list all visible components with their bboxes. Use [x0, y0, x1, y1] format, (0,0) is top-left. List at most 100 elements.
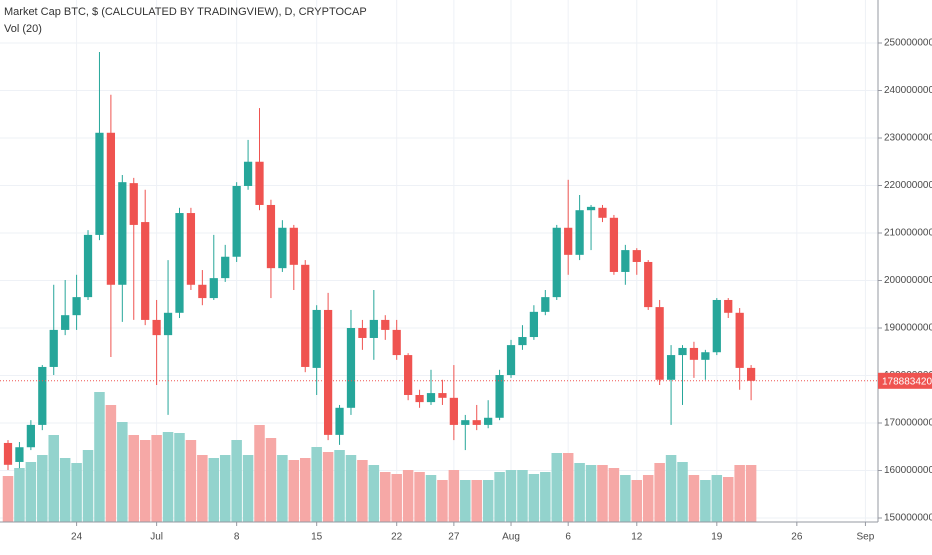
candle-body [495, 375, 504, 418]
volume-bar [688, 475, 700, 522]
volume-bar [665, 455, 677, 522]
candle-body [358, 328, 367, 338]
volume-bar [254, 425, 265, 522]
candle-body [141, 222, 150, 320]
volume-bar [540, 472, 551, 522]
volume-bar [460, 480, 471, 522]
candle-body [632, 250, 641, 262]
volume-bar [711, 475, 723, 522]
candle-body [61, 315, 70, 330]
candle-body [301, 264, 310, 367]
volume-bar [71, 463, 82, 522]
volume-bar [608, 468, 620, 522]
last-price-label: 178883420728 [882, 376, 932, 387]
volume-bar [574, 463, 585, 522]
volume-bar [357, 460, 368, 522]
y-tick-label: 190000000000 [884, 323, 932, 334]
volume-bar [391, 474, 402, 522]
volume-bar [174, 433, 185, 522]
candle-body [129, 183, 138, 225]
volume-bar [551, 453, 563, 522]
candle-body [666, 355, 676, 380]
x-tick-label: 26 [791, 532, 803, 543]
volume-bar [277, 455, 288, 522]
candle-body [575, 210, 584, 255]
volume-bar [654, 463, 665, 522]
x-tick-label: Aug [502, 532, 520, 543]
volume-bar [162, 432, 174, 522]
x-tick-label: 27 [448, 532, 460, 543]
y-tick-label: 160000000000 [884, 465, 932, 476]
y-tick-label: 230000000000 [884, 133, 932, 144]
volume-bar [25, 462, 37, 522]
candle-body [426, 393, 436, 403]
candle-body [415, 394, 424, 403]
candle-body [186, 213, 196, 285]
volume-bar [437, 480, 448, 522]
y-tick-label: 200000000000 [884, 275, 932, 286]
volume-bar [185, 440, 197, 522]
x-tick-label: 15 [311, 532, 323, 543]
volume-bar [448, 470, 460, 522]
candle-body [392, 329, 401, 356]
volume-bar [139, 440, 151, 522]
candle-body [255, 161, 264, 205]
candle-body [3, 442, 13, 465]
volume-bar [14, 468, 25, 522]
candle-body [598, 207, 607, 218]
volume-bar [128, 435, 140, 522]
candle-body [678, 347, 687, 356]
volume-bar [299, 458, 311, 522]
volume-bar [105, 405, 117, 522]
candle-body [735, 312, 744, 368]
candle-body [381, 319, 390, 330]
candle-body [198, 284, 207, 299]
candle-body [232, 185, 241, 257]
indicator-label: Vol (20) [4, 23, 42, 35]
volume-bar [471, 480, 482, 522]
x-tick-label: Sep [857, 532, 875, 543]
volume-bar [117, 422, 128, 522]
candle-body [118, 182, 127, 285]
volume-bar [94, 392, 105, 522]
candle-body [724, 299, 733, 313]
candle-body [266, 204, 276, 269]
candle-body [221, 256, 230, 279]
candle-body [506, 345, 516, 376]
candle-body [746, 367, 756, 381]
candle-body [163, 312, 173, 336]
volume-bar [151, 435, 162, 522]
y-tick-label: 240000000000 [884, 85, 932, 96]
x-tick-label: 22 [391, 532, 403, 543]
candle-body [346, 328, 356, 408]
volume-bar [219, 455, 231, 522]
candle-body [689, 347, 699, 360]
candle-body [83, 234, 93, 298]
price-pane [0, 52, 878, 471]
candle-body [38, 366, 47, 425]
candle-body [404, 355, 413, 395]
candle-body [484, 417, 493, 425]
candle-body [175, 213, 184, 313]
candle-body [518, 337, 527, 346]
volume-bar [402, 470, 414, 522]
volume-bar [722, 477, 734, 522]
candle-body [278, 227, 287, 269]
candle-body [701, 352, 710, 360]
axes: 1500000000001600000000001700000000001800… [71, 38, 932, 543]
candle-body [552, 227, 561, 298]
candle-body [655, 307, 664, 380]
candle-body [369, 319, 378, 338]
volume-bar [197, 455, 208, 522]
volume-bar [368, 465, 380, 522]
chart-title: Market Cap BTC, $ (CALCULATED BY TRADING… [4, 6, 367, 18]
candle-body [26, 424, 35, 448]
candle-body [529, 311, 539, 338]
volume-bar [585, 465, 597, 522]
candle-body [15, 447, 24, 462]
last-price-box [878, 372, 932, 389]
candle-body [586, 206, 596, 211]
volume-bar [242, 455, 254, 522]
